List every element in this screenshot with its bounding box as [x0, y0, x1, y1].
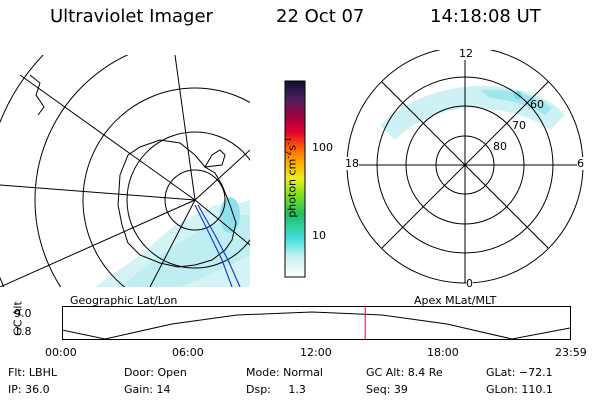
- seq-info: Seq: 39: [366, 383, 408, 396]
- colorbar-tick-100: 100: [312, 141, 333, 154]
- door-info: Door: Open: [124, 366, 187, 379]
- timeline-xtick-0000: 00:00: [45, 346, 77, 359]
- magnetic-panel-label: Apex MLat/MLT: [414, 294, 497, 307]
- colorbar-tick-10: 10: [312, 229, 326, 242]
- timeline-xtick-1200: 12:00: [300, 346, 332, 359]
- mlat-label-60: 60: [530, 98, 544, 111]
- geographic-panel-label: Geographic Lat/Lon: [70, 294, 178, 307]
- filter-info: Flt: LBHL: [8, 366, 57, 379]
- instrument-title: Ultraviolet Imager: [50, 6, 213, 27]
- mlt-label-6: 6: [577, 157, 584, 170]
- timeline-ytick-max: 9.0: [14, 307, 32, 320]
- magnetic-polar-plot: [346, 50, 584, 284]
- dsp-info: Dsp: 1.3: [246, 383, 306, 396]
- mode-info: Mode: Normal: [246, 366, 323, 379]
- colorbar-unit-label: photon cm-2s-1: [283, 137, 299, 218]
- timeline-xtick-2359: 23:59: [555, 346, 587, 359]
- timeline-plot: [62, 306, 571, 340]
- image-time: 14:18:08 UT: [430, 6, 541, 27]
- mlt-label-0: 0: [466, 277, 473, 290]
- gc-alt-info: GC Alt: 8.4 Re: [366, 366, 443, 379]
- timeline-xtick-0600: 06:00: [172, 346, 204, 359]
- timeline-xtick-1800: 18:00: [427, 346, 459, 359]
- colorbar: [284, 80, 306, 278]
- mlat-label-70: 70: [512, 119, 526, 132]
- mlt-label-18: 18: [345, 157, 359, 170]
- mlat-label-80: 80: [493, 140, 507, 153]
- gain-info: Gain: 14: [124, 383, 171, 396]
- glat-info: GLat: −72.1: [486, 366, 553, 379]
- mlt-label-12: 12: [459, 47, 473, 60]
- ip-info: IP: 36.0: [8, 383, 50, 396]
- image-date: 22 Oct 07: [276, 6, 365, 27]
- glon-info: GLon: 110.1: [486, 383, 553, 396]
- timeline-ytick-min: 1.8: [14, 325, 32, 338]
- geographic-map: [0, 55, 250, 287]
